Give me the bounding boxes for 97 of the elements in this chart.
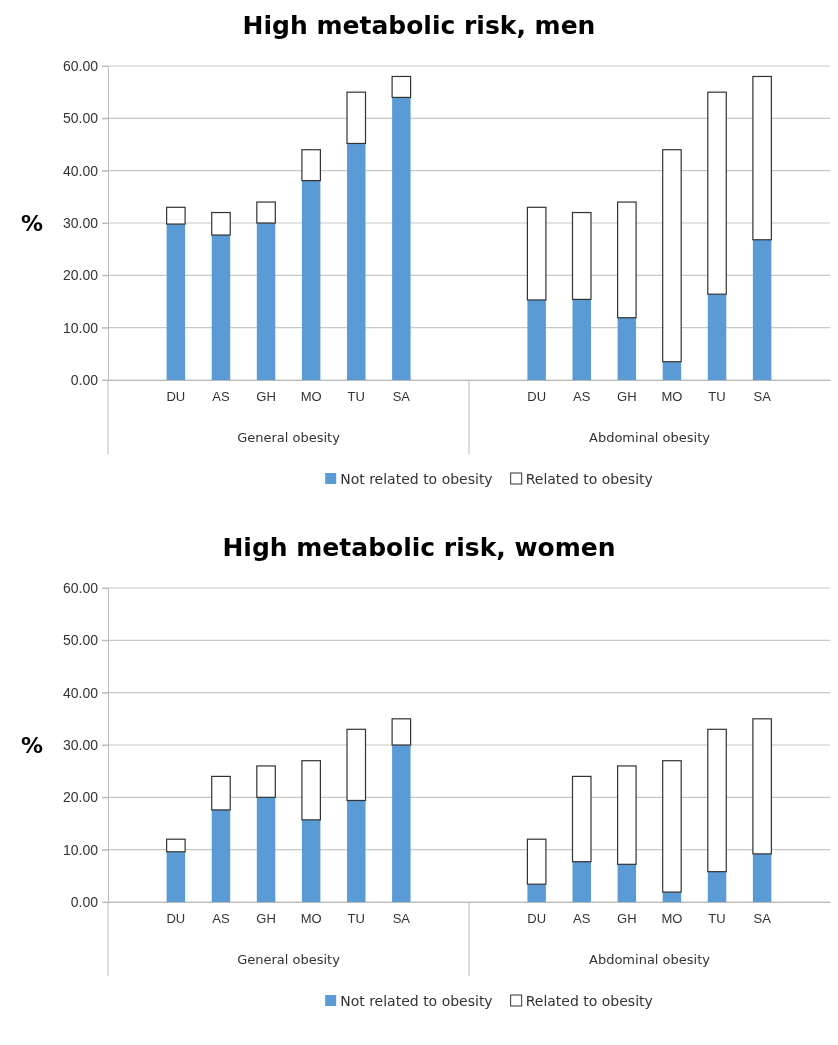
bar xyxy=(166,851,186,902)
bar xyxy=(752,75,772,241)
bar xyxy=(752,239,772,380)
x-tick-label: MO xyxy=(661,911,683,927)
chart-title: High metabolic risk, men xyxy=(242,11,596,40)
x-tick-label: SA xyxy=(753,389,772,405)
bar xyxy=(527,884,546,902)
bar xyxy=(301,149,322,182)
bar xyxy=(391,718,412,746)
y-tick-label: 30.00 xyxy=(62,214,99,231)
y-tick-label: 60.00 xyxy=(62,57,99,74)
bar xyxy=(166,206,186,225)
legend-label: Not related to obesity xyxy=(340,471,493,487)
bar xyxy=(572,861,591,902)
legend-label: Related to obesity xyxy=(525,993,653,1009)
y-tick-label: 40.00 xyxy=(62,684,99,701)
y-tick-label: 10.00 xyxy=(62,319,99,336)
y-tick-label: 30.00 xyxy=(62,736,99,753)
y-tick-label: 50.00 xyxy=(62,632,99,649)
x-tick-label: AS xyxy=(573,911,591,927)
bar xyxy=(527,299,546,380)
bar xyxy=(662,760,682,893)
y-tick-label: 0.00 xyxy=(70,371,99,388)
y-tick-label: 60.00 xyxy=(62,579,99,596)
x-tick-label: GH xyxy=(617,389,637,405)
bar xyxy=(616,201,637,319)
bar xyxy=(707,871,727,902)
bar xyxy=(391,75,412,98)
bar xyxy=(526,206,547,301)
bar xyxy=(211,809,231,902)
x-tick-label: GH xyxy=(617,911,637,927)
x-tick-label: DU xyxy=(527,911,547,927)
bar xyxy=(211,211,231,236)
x-tick-label: TU xyxy=(347,911,365,927)
text: Abdominal obesity xyxy=(589,430,711,445)
bar xyxy=(662,361,682,380)
bar xyxy=(301,819,321,902)
bar xyxy=(616,765,637,865)
bar xyxy=(707,91,727,295)
x-tick-label: SA xyxy=(753,911,772,927)
text: General obesity xyxy=(237,430,341,445)
bar xyxy=(256,223,276,380)
y-tick-label: 40.00 xyxy=(62,162,99,179)
bar xyxy=(211,235,231,380)
y-tick-label: 0.00 xyxy=(70,893,99,910)
bar xyxy=(301,760,322,821)
x-tick-label: GH xyxy=(256,911,276,927)
bar xyxy=(347,143,366,380)
bar xyxy=(346,728,367,802)
legend-label: Not related to obesity xyxy=(340,993,493,1009)
y-axis-title: % xyxy=(20,211,44,236)
bar xyxy=(256,797,276,902)
bar xyxy=(301,180,321,380)
bar xyxy=(572,299,591,380)
bar xyxy=(617,864,637,902)
text: General obesity xyxy=(237,952,341,967)
x-tick-label: SA xyxy=(392,389,411,405)
y-tick-label: 20.00 xyxy=(62,267,99,284)
bar xyxy=(166,838,186,853)
bar xyxy=(526,838,547,885)
y-tick-label: 20.00 xyxy=(62,789,99,806)
text: Abdominal obesity xyxy=(589,952,711,967)
x-tick-label: TU xyxy=(708,389,726,405)
bar xyxy=(752,718,772,855)
bar xyxy=(752,853,772,902)
x-tick-label: AS xyxy=(212,389,230,405)
x-tick-label: MO xyxy=(661,389,683,405)
x-tick-label: TU xyxy=(347,389,365,405)
x-tick-label: TU xyxy=(708,911,726,927)
bar xyxy=(346,91,367,145)
x-tick-label: DU xyxy=(166,911,186,927)
y-tick-label: 10.00 xyxy=(62,841,99,858)
x-tick-label: MO xyxy=(300,911,322,927)
x-tick-label: AS xyxy=(212,911,230,927)
y-axis-title: % xyxy=(20,733,44,758)
bar xyxy=(571,211,592,301)
x-tick-label: MO xyxy=(300,389,322,405)
bar xyxy=(662,149,682,363)
bar xyxy=(617,317,637,380)
bar xyxy=(256,201,276,224)
bar xyxy=(707,294,727,380)
bar xyxy=(392,97,411,380)
bar xyxy=(392,745,411,902)
x-tick-label: DU xyxy=(166,389,186,405)
bar xyxy=(707,728,727,873)
x-tick-label: DU xyxy=(527,389,547,405)
bar xyxy=(256,765,276,798)
chart-title: High metabolic risk, women xyxy=(222,533,616,562)
x-tick-label: SA xyxy=(392,911,411,927)
legend-label: Related to obesity xyxy=(525,471,653,487)
x-tick-label: GH xyxy=(256,389,276,405)
bar xyxy=(211,775,231,811)
y-tick-label: 50.00 xyxy=(62,110,99,127)
bar xyxy=(571,775,592,863)
bar xyxy=(166,224,186,380)
bar xyxy=(347,800,366,902)
x-tick-label: AS xyxy=(573,389,591,405)
